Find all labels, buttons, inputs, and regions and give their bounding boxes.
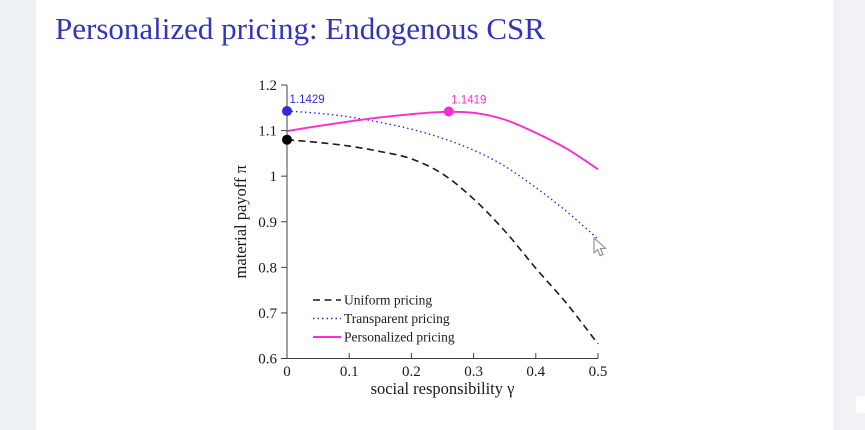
right-margin-strip <box>833 0 865 430</box>
legend-label: Transparent pricing <box>344 311 450 326</box>
data-point-annotation: 1.1429 <box>290 94 325 106</box>
data-point-annotation: 1.1419 <box>451 94 486 106</box>
x-tick-label: 0 <box>283 364 291 380</box>
series-transparent-pricing <box>286 110 599 240</box>
slide-title: Personalized pricing: Endogenous CSR <box>55 11 545 46</box>
data-point-marker <box>282 134 292 145</box>
y-tick-label: 1.2 <box>258 78 277 94</box>
data-point-marker <box>282 106 292 117</box>
x-axis-label: social responsibility γ <box>371 379 515 398</box>
data-point-marker <box>443 106 454 117</box>
y-tick-label: 1.1 <box>258 124 277 140</box>
legend-label: Personalized pricing <box>344 330 455 345</box>
mouse-cursor-icon <box>593 237 607 257</box>
y-tick-label: 0.6 <box>258 352 277 368</box>
left-margin-strip <box>0 0 36 430</box>
legend-label: Uniform pricing <box>344 293 432 308</box>
series-personalized-pricing <box>286 110 599 171</box>
y-tick-label: 0.8 <box>258 260 277 276</box>
y-axis-label: material payoff π <box>231 164 250 278</box>
x-tick-label: 0.5 <box>589 364 608 380</box>
x-tick-label: 0.3 <box>464 364 483 380</box>
x-tick-label: 0.4 <box>526 364 545 380</box>
y-tick-label: 0.7 <box>258 306 277 322</box>
y-tick-label: 1 <box>270 169 278 185</box>
x-tick-label: 0.2 <box>402 364 421 380</box>
x-tick-label: 0.1 <box>340 364 359 380</box>
right-edge-notch <box>856 396 865 413</box>
y-tick-label: 0.9 <box>258 215 277 231</box>
